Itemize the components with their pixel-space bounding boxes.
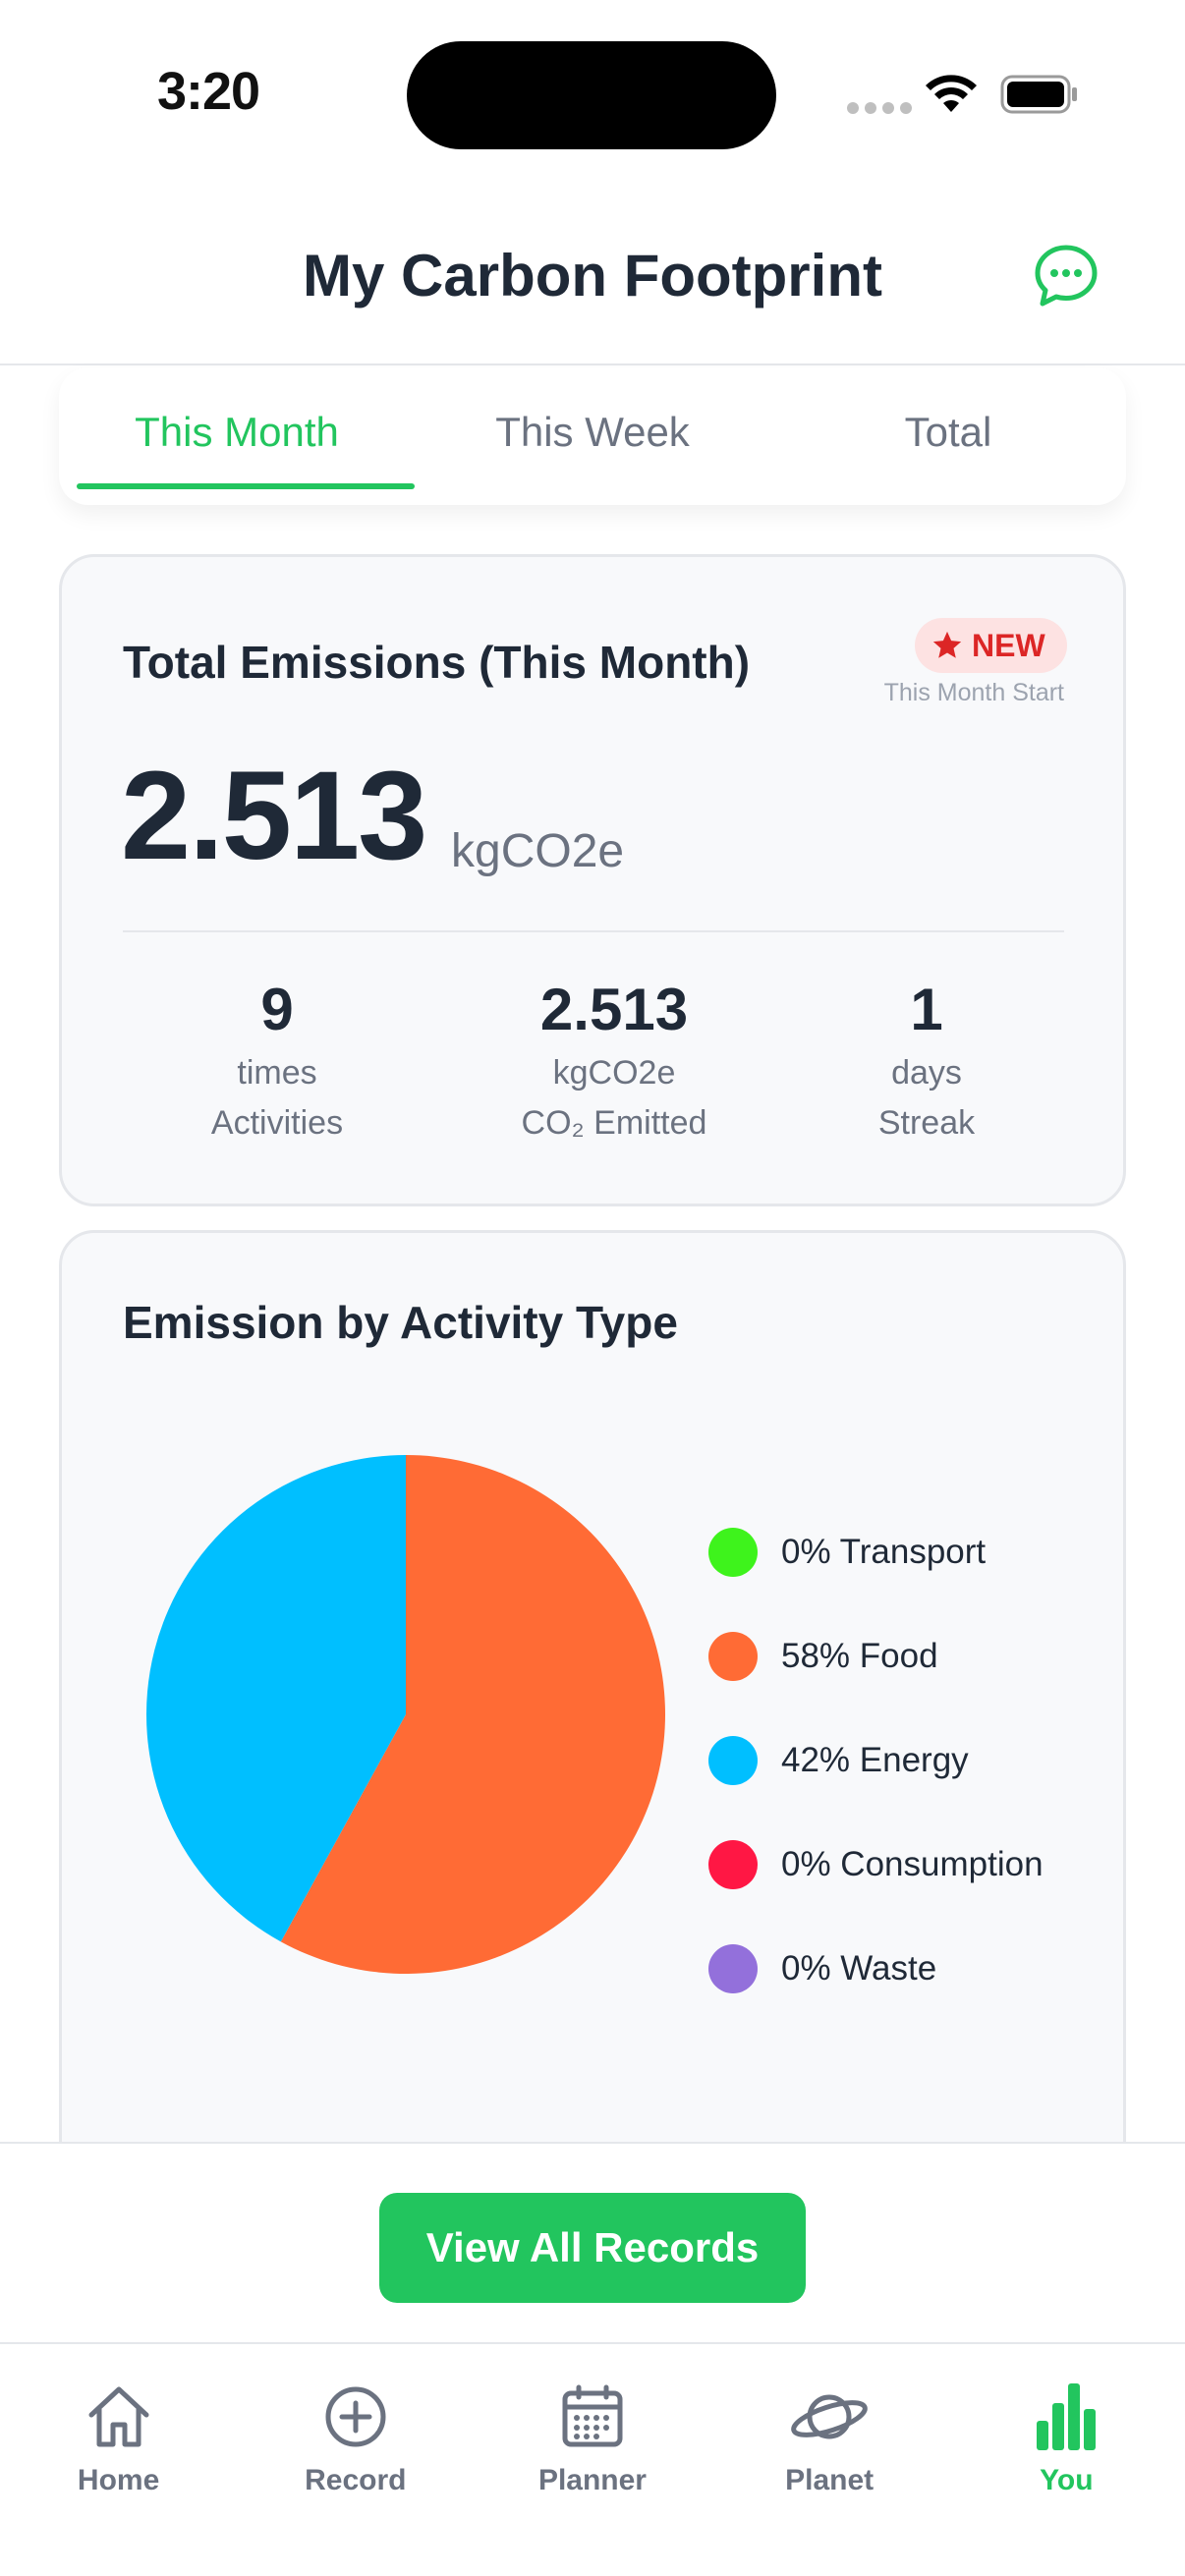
star-icon (932, 631, 962, 658)
tabbar-label: Home (77, 2464, 160, 2496)
stat-label: Streak (877, 1104, 976, 1142)
badge-subtitle: This Month Start (883, 679, 1064, 706)
legend-dot (708, 1528, 758, 1577)
tabbar-label: You (1040, 2464, 1094, 2496)
pie-slice-energy (145, 1455, 407, 1942)
emissions-unit: kgCO2e (451, 825, 625, 877)
tabbar-label: Planet (785, 2464, 875, 2496)
stat-streak: 1 days Streak (797, 978, 1056, 1143)
pie-chart (145, 1455, 665, 1974)
bottom-tab-bar: Home Record Planner Planet (0, 2344, 1185, 2576)
period-tabs: This Month This Week Total (59, 367, 1126, 505)
legend-label: 0% Waste (781, 1949, 937, 1988)
bar-chart-icon (1037, 2383, 1097, 2450)
legend-item-transport: 0% Transport (708, 1500, 1044, 1604)
legend-dot (708, 1632, 758, 1681)
dynamic-island (407, 41, 776, 149)
stats-row: 9 times Activities 2.513 kgCO2e CO₂ Emit… (123, 978, 1064, 1143)
planet-icon (791, 2394, 868, 2439)
stat-value: 2.513 (539, 977, 689, 1042)
action-bar: View All Records (0, 2142, 1185, 2344)
emissions-title: Total Emissions (This Month) (123, 637, 751, 688)
tabbar-label: Record (305, 2464, 407, 2496)
cellular-signal-icon (847, 102, 912, 114)
emission-by-type-card: Emission by Activity Type 0% Transport 5… (59, 1230, 1126, 2212)
page-header: My Carbon Footprint (0, 187, 1185, 365)
chat-bubble-icon[interactable] (1032, 242, 1100, 310)
legend-label: 0% Consumption (781, 1845, 1044, 1883)
chart-title: Emission by Activity Type (123, 1297, 678, 1348)
legend-item-energy: 42% Energy (708, 1708, 1044, 1813)
stat-unit: times (237, 1054, 317, 1092)
tabbar-item-planner[interactable]: Planner (474, 2344, 710, 2576)
stat-label: CO₂ Emitted (521, 1104, 707, 1142)
stat-unit: days (891, 1054, 962, 1092)
stat-label: Activities (210, 1104, 344, 1142)
legend-item-food: 58% Food (708, 1604, 1044, 1708)
chart-legend: 0% Transport 58% Food 42% Energy 0% Cons… (708, 1500, 1044, 2021)
legend-label: 42% Energy (781, 1741, 969, 1779)
new-badge: NEW (915, 618, 1067, 673)
tab-this-week[interactable]: This Week (495, 409, 690, 455)
legend-dot (708, 1736, 758, 1785)
pie-slice-food (280, 1455, 665, 1974)
plus-circle-icon (325, 2386, 386, 2447)
tabbar-item-you[interactable]: You (948, 2344, 1185, 2576)
home-icon (88, 2386, 149, 2447)
legend-dot (708, 1840, 758, 1889)
legend-item-waste: 0% Waste (708, 1917, 1044, 2021)
view-all-records-button[interactable]: View All Records (379, 2193, 806, 2303)
status-bar: 3:20 (0, 0, 1185, 187)
legend-label: 58% Food (781, 1637, 938, 1675)
stat-unit: kgCO2e (552, 1054, 676, 1092)
stat-activities: 9 times Activities (123, 978, 431, 1143)
tabbar-item-record[interactable]: Record (237, 2344, 474, 2576)
tabbar-label: Planner (537, 2464, 647, 2496)
stat-co2-emitted: 2.513 kgCO2e CO₂ Emitted (431, 978, 797, 1143)
stat-value: 1 (910, 977, 943, 1042)
legend-dot (708, 1944, 758, 1993)
legend-item-consumption: 0% Consumption (708, 1813, 1044, 1917)
tab-this-month[interactable]: This Month (59, 367, 415, 505)
tabbar-item-planet[interactable]: Planet (711, 2344, 948, 2576)
battery-icon (1000, 75, 1077, 114)
calendar-icon (562, 2384, 623, 2447)
badge-label: NEW (972, 627, 1045, 663)
emissions-value: 2.513 (121, 746, 427, 886)
divider (123, 930, 1064, 932)
page-title: My Carbon Footprint (303, 243, 882, 308)
tab-total[interactable]: Total (904, 409, 992, 455)
stat-value: 9 (260, 977, 294, 1042)
wifi-icon (926, 75, 977, 112)
status-time: 3:20 (157, 62, 260, 121)
tabbar-item-home[interactable]: Home (0, 2344, 237, 2576)
total-emissions-card: Total Emissions (This Month) NEW This Mo… (59, 554, 1126, 1206)
legend-label: 0% Transport (781, 1533, 987, 1571)
